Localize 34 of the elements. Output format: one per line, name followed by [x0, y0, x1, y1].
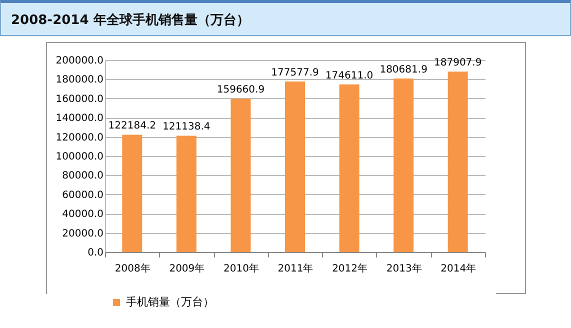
y-tick-label: 200000.0	[56, 56, 104, 66]
x-tick-label: 2010年	[223, 262, 259, 274]
chart-title: 2008-2014 年全球手机销售量（万台）	[0, 0, 571, 36]
bar	[394, 78, 414, 252]
y-tick-label: 20000.0	[62, 228, 104, 240]
data-label: 187907.9	[434, 58, 482, 69]
x-tick-label: 2012年	[332, 262, 368, 274]
y-tick-label: 60000.0	[62, 190, 104, 201]
data-label: 122184.2	[108, 120, 156, 132]
data-label: 174611.0	[325, 70, 374, 82]
y-tick-label: 140000.0	[56, 113, 104, 124]
data-label: 159660.9	[216, 84, 265, 96]
y-tick-label: 40000.0	[62, 209, 104, 220]
x-tick-label: 2008年	[114, 262, 150, 274]
y-tick-label: 100000.0	[56, 152, 104, 162]
bar	[230, 98, 251, 252]
legend-label: 手机销量（万台）	[126, 296, 214, 308]
bar	[285, 82, 305, 252]
data-label: 180681.9	[380, 64, 428, 76]
y-tick-label: 80000.0	[62, 170, 104, 182]
x-tick-label: 2014年	[440, 262, 476, 274]
y-tick-label: 120000.0	[56, 132, 104, 144]
x-tick-label: 2009年	[169, 262, 205, 274]
bar	[448, 72, 468, 252]
data-label: 177577.9	[271, 68, 319, 79]
y-tick-label: 0.0	[88, 248, 104, 258]
bar	[176, 136, 196, 252]
y-tick-label: 180000.0	[56, 74, 104, 86]
bar	[122, 134, 142, 252]
data-label: 121138.4	[162, 122, 210, 133]
bar	[339, 84, 360, 252]
x-tick-label: 2011年	[278, 262, 314, 274]
x-tick-label: 2013年	[386, 262, 422, 274]
y-tick-label: 160000.0	[56, 94, 104, 105]
